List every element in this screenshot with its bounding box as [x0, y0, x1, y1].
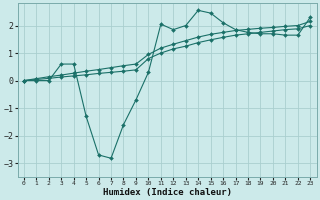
- X-axis label: Humidex (Indice chaleur): Humidex (Indice chaleur): [103, 188, 232, 197]
